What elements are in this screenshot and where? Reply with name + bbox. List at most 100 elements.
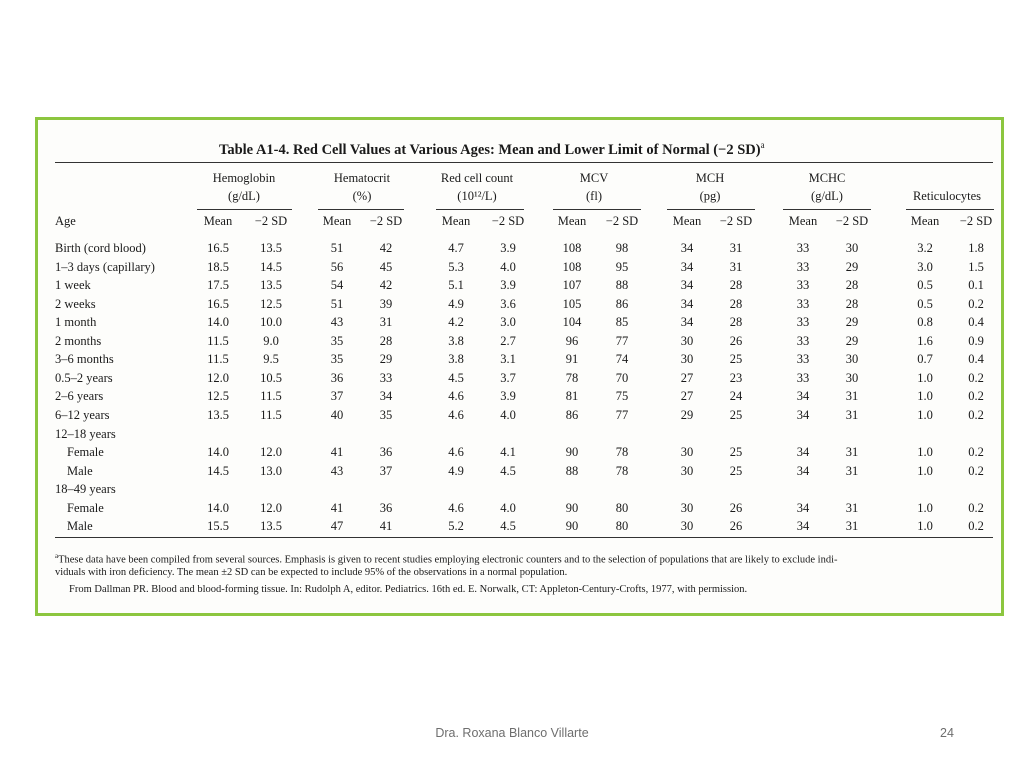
- cell-mean: 34: [796, 464, 810, 478]
- cell-minus-2sd: 25: [729, 445, 743, 459]
- cell-minus-2sd: 3.7: [500, 371, 516, 385]
- cell-minus-2sd: 13.5: [260, 241, 282, 255]
- cell-mean: 11.5: [207, 334, 229, 348]
- cell-minus-2sd: 3.9: [500, 389, 516, 403]
- sub-header-mean: Mean: [788, 214, 818, 228]
- cell-mean: 5.2: [448, 519, 464, 533]
- cell-mean: 5.3: [448, 260, 464, 274]
- sub-header-minus-2sd: −2 SD: [369, 214, 403, 228]
- cell-mean: 12.0: [207, 371, 229, 385]
- cell-mean: 4.6: [448, 501, 464, 515]
- cell-minus-2sd: 12.0: [260, 445, 282, 459]
- cell-mean: 33: [796, 260, 810, 274]
- cell-mean: 34: [680, 297, 694, 311]
- cell-mean: 3.0: [917, 260, 933, 274]
- sub-header-mean: Mean: [672, 214, 702, 228]
- cell-minus-2sd: 37: [379, 464, 393, 478]
- cell-mean: 4.9: [448, 297, 464, 311]
- column-group-header: Hemoglobin: [212, 171, 276, 185]
- cell-mean: 34: [796, 408, 810, 422]
- cell-minus-2sd: 23: [729, 371, 743, 385]
- cell-mean: 90: [565, 501, 579, 515]
- cell-minus-2sd: 3.1: [500, 352, 516, 366]
- table-caption: Table A1-4. Red Cell Values at Various A…: [219, 140, 765, 159]
- cell-minus-2sd: 13.0: [260, 464, 282, 478]
- cell-mean: 33: [796, 371, 810, 385]
- footnote-line-2: viduals with iron deficiency. The mean ±…: [55, 567, 568, 578]
- cell-minus-2sd: 14.5: [260, 260, 282, 274]
- cell-minus-2sd: 34: [379, 389, 393, 403]
- cell-mean: 35: [330, 334, 344, 348]
- cell-mean: 14.0: [207, 315, 229, 329]
- cell-mean: 33: [796, 334, 810, 348]
- cell-mean: 4.6: [448, 389, 464, 403]
- column-group-unit: Reticulocytes: [912, 189, 982, 203]
- cell-minus-2sd: 0.1: [968, 278, 984, 292]
- sub-header-minus-2sd: −2 SD: [605, 214, 639, 228]
- column-group-header: MCHC: [808, 171, 846, 185]
- cell-mean: 1.0: [917, 519, 933, 533]
- cell-minus-2sd: 11.5: [260, 389, 282, 403]
- cell-minus-2sd: 28: [729, 315, 743, 329]
- cell-mean: 108: [562, 241, 582, 255]
- sub-header-minus-2sd: −2 SD: [254, 214, 288, 228]
- cell-mean: 96: [565, 334, 579, 348]
- cell-minus-2sd: 25: [729, 352, 743, 366]
- cell-minus-2sd: 10.5: [260, 371, 282, 385]
- cell-mean: 1.0: [917, 445, 933, 459]
- cell-mean: 5.1: [448, 278, 464, 292]
- cell-minus-2sd: 31: [845, 445, 859, 459]
- cell-mean: 29: [680, 408, 694, 422]
- cell-minus-2sd: 0.2: [968, 501, 984, 515]
- cell-minus-2sd: 36: [379, 501, 393, 515]
- cell-minus-2sd: 26: [729, 519, 743, 533]
- cell-minus-2sd: 11.5: [260, 408, 282, 422]
- row-label: 1 week: [55, 278, 91, 292]
- cell-mean: 43: [330, 315, 344, 329]
- cell-mean: 81: [565, 389, 579, 403]
- cell-minus-2sd: 28: [729, 297, 743, 311]
- column-group-underline: [667, 209, 755, 210]
- column-group-header: Red cell count: [440, 171, 514, 185]
- cell-mean: 4.9: [448, 464, 464, 478]
- cell-minus-2sd: 25: [729, 408, 743, 422]
- cell-mean: 78: [565, 371, 579, 385]
- cell-mean: 27: [680, 389, 694, 403]
- cell-mean: 107: [562, 278, 582, 292]
- cell-mean: 30: [680, 519, 694, 533]
- sub-header-minus-2sd: −2 SD: [959, 214, 993, 228]
- cell-mean: 33: [796, 241, 810, 255]
- cell-minus-2sd: 4.0: [500, 408, 516, 422]
- cell-mean: 14.0: [207, 445, 229, 459]
- cell-mean: 1.0: [917, 371, 933, 385]
- column-group-underline: [197, 209, 292, 210]
- cell-minus-2sd: 13.5: [260, 519, 282, 533]
- cell-minus-2sd: 0.4: [968, 315, 984, 329]
- bottom-rule: [55, 537, 993, 538]
- cell-mean: 41: [330, 501, 344, 515]
- cell-minus-2sd: 86: [615, 297, 629, 311]
- cell-mean: 35: [330, 352, 344, 366]
- cell-mean: 34: [680, 260, 694, 274]
- cell-minus-2sd: 29: [845, 334, 859, 348]
- cell-mean: 17.5: [207, 278, 229, 292]
- cell-mean: 40: [330, 408, 344, 422]
- row-label: 3–6 months: [55, 352, 114, 366]
- footnote-line-1: aThese data have been compiled from seve…: [55, 549, 838, 568]
- row-label: 2 months: [55, 334, 102, 348]
- cell-minus-2sd: 0.2: [968, 519, 984, 533]
- column-group-unit: (g/dL): [228, 189, 260, 203]
- cell-mean: 34: [796, 501, 810, 515]
- cell-mean: 56: [330, 260, 344, 274]
- cell-minus-2sd: 4.0: [500, 501, 516, 515]
- cell-minus-2sd: 0.2: [968, 464, 984, 478]
- cell-minus-2sd: 13.5: [260, 278, 282, 292]
- cell-mean: 1.0: [917, 501, 933, 515]
- cell-mean: 1.6: [917, 334, 933, 348]
- column-group-unit: (pg): [699, 189, 721, 203]
- caption-text: Table A1-4. Red Cell Values at Various A…: [219, 141, 761, 158]
- cell-mean: 47: [330, 519, 344, 533]
- sub-header-mean: Mean: [557, 214, 587, 228]
- cell-mean: 4.6: [448, 445, 464, 459]
- cell-minus-2sd: 30: [845, 371, 859, 385]
